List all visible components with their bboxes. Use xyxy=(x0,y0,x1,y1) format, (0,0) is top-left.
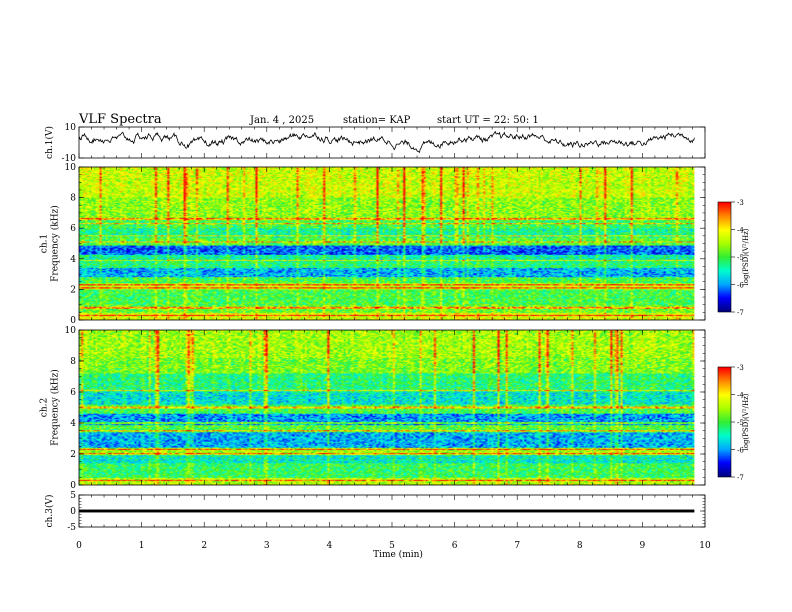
x-axis-label: Time (min) xyxy=(373,549,423,560)
spec2-ytick-label: 2 xyxy=(70,450,76,460)
ch3-ytick-label: -5 xyxy=(67,523,76,533)
ch3-ytick-label: 5 xyxy=(70,491,76,501)
ch1-spectrogram-image xyxy=(79,167,695,320)
cbar1-tick-label: -3 xyxy=(737,199,744,207)
cbar1-tick-label: -4 xyxy=(737,227,744,235)
x-tick-label: 9 xyxy=(640,541,646,551)
cbar1-label: log(PSD)(V²/Hz) xyxy=(742,228,750,285)
ch1-ytick-label: -10 xyxy=(62,154,77,164)
ch3-signal-band xyxy=(79,509,695,513)
ch1-ylabel: ch.1(V) xyxy=(44,126,55,159)
cbar2-tick-label: -6 xyxy=(737,447,744,455)
cbar1-tick-label: -5 xyxy=(737,254,744,262)
spec2-ytick-label: 6 xyxy=(70,388,76,398)
ch2-spectrogram-image xyxy=(79,330,695,485)
figure-station: station= KAP xyxy=(343,115,411,126)
ch1-waveform-line xyxy=(78,131,695,154)
spec1-ylabel: ch.1 xyxy=(40,234,50,253)
ch1-colorbar xyxy=(718,202,731,312)
figure-date: Jan. 4 , 2025 xyxy=(249,115,314,126)
x-tick-label: 8 xyxy=(577,541,583,551)
ch1-ytick-label: 10 xyxy=(65,123,77,133)
ch3-ylabel: ch.3(V) xyxy=(44,495,55,528)
spec2-ytick-label: 0 xyxy=(70,481,76,491)
figure-title: VLF Spectra xyxy=(78,112,162,127)
cbar2-tick-label: -3 xyxy=(737,364,744,372)
spec1-ytick-label: 2 xyxy=(70,285,76,295)
ch2-colorbar xyxy=(718,367,731,477)
spec1-ytick-label: 0 xyxy=(70,316,76,326)
x-tick-label: 6 xyxy=(452,541,458,551)
ch3-ytick-label: 0 xyxy=(70,507,76,517)
spec1-ytick-label: 6 xyxy=(70,224,76,234)
spec2-ylabel: Frequency (kHz) xyxy=(50,369,61,446)
spec2-ytick-label: 4 xyxy=(70,419,76,429)
spec1-ytick-label: 4 xyxy=(70,255,76,265)
cbar2-tick-label: -5 xyxy=(737,419,744,427)
spec2-ytick-label: 8 xyxy=(70,357,76,367)
figure-start-ut: start UT = 22: 50: 1 xyxy=(437,115,539,126)
cbar1-tick-label: -7 xyxy=(737,309,744,317)
spec2-ylabel: ch.2 xyxy=(40,398,50,417)
x-tick-label: 1 xyxy=(139,541,145,551)
cbar2-tick-label: -7 xyxy=(737,474,744,482)
x-tick-label: 0 xyxy=(76,541,82,551)
x-tick-label: 10 xyxy=(699,541,711,551)
cbar2-label: log(PSD)(V²/Hz) xyxy=(742,393,750,450)
x-tick-label: 3 xyxy=(264,541,270,551)
x-tick-label: 7 xyxy=(514,541,520,551)
spec1-ytick-label: 10 xyxy=(65,163,77,173)
cbar1-tick-label: -6 xyxy=(737,282,744,290)
spec2-ytick-label: 10 xyxy=(65,326,77,336)
cbar2-tick-label: -4 xyxy=(737,392,744,400)
spec1-ytick-label: 8 xyxy=(70,194,76,204)
x-tick-label: 4 xyxy=(327,541,333,551)
spec1-ylabel: Frequency (kHz) xyxy=(50,205,61,282)
x-tick-label: 5 xyxy=(389,541,395,551)
x-tick-label: 2 xyxy=(201,541,207,551)
